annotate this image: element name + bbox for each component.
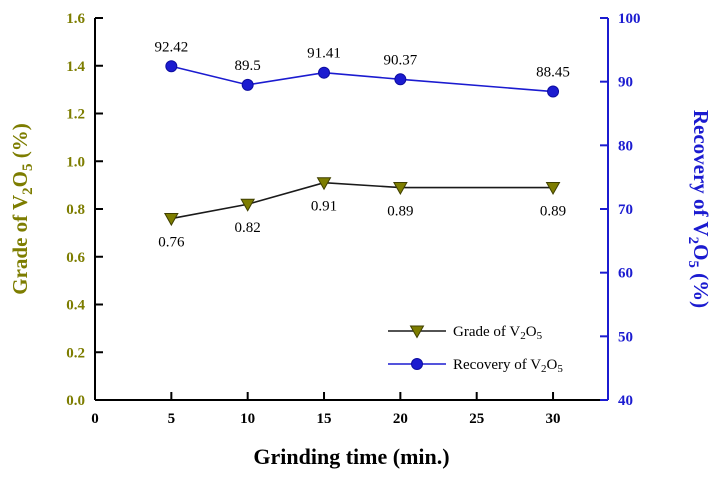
data-point-label: 89.5 xyxy=(235,58,261,74)
right-tick-label: 50 xyxy=(618,329,633,345)
left-axis-title: Grade of V2O5 (%) xyxy=(8,123,36,295)
grade-series-line xyxy=(171,181,554,220)
grade-point-marker xyxy=(545,182,561,196)
data-point-label: 91.41 xyxy=(307,46,341,62)
recovery-point-marker xyxy=(547,85,560,98)
legend-triangle-marker xyxy=(409,325,425,339)
left-tick-label: 0.2 xyxy=(66,345,85,361)
right-tick-label: 40 xyxy=(618,393,633,409)
left-tick-label: 1.2 xyxy=(66,107,85,123)
left-tick-label: 0.8 xyxy=(66,202,85,218)
recovery-series-line xyxy=(171,65,554,93)
right-tick-label: 90 xyxy=(618,75,633,91)
left-tick-label: 0.4 xyxy=(66,298,85,314)
right-tick-label: 100 xyxy=(618,11,641,27)
x-tick-label: 15 xyxy=(317,411,332,427)
left-tick-label: 0.6 xyxy=(66,250,85,266)
grade-point-marker xyxy=(163,213,179,227)
legend-circle-marker xyxy=(411,358,423,370)
data-point-label: 88.45 xyxy=(536,65,570,81)
data-point-label: 0.82 xyxy=(235,220,261,236)
left-tick-label: 0.0 xyxy=(66,393,85,409)
x-tick-label: 20 xyxy=(393,411,408,427)
right-axis-title: Recovery of V2O5 (%) xyxy=(685,110,713,308)
x-axis-title: Grinding time (min.) xyxy=(253,444,449,469)
right-tick-label: 60 xyxy=(618,266,633,282)
x-tick-label: 30 xyxy=(546,411,561,427)
legend-label: Recovery of V2O5 xyxy=(453,357,563,375)
recovery-point-marker xyxy=(165,60,178,73)
recovery-point-marker xyxy=(241,78,254,91)
left-tick-label: 1.6 xyxy=(66,11,85,27)
left-tick-label: 1.4 xyxy=(66,59,85,75)
legend-label: Grade of V2O5 xyxy=(453,324,543,342)
data-point-label: 0.76 xyxy=(158,235,185,251)
data-point-label: 0.91 xyxy=(311,199,337,215)
right-tick-label: 80 xyxy=(618,138,633,154)
x-tick-label: 0 xyxy=(91,411,99,427)
data-point-label: 0.89 xyxy=(540,204,566,220)
data-point-label: 0.89 xyxy=(387,204,413,220)
recovery-point-marker xyxy=(394,73,407,86)
grade-point-marker xyxy=(393,182,408,196)
grade-point-marker xyxy=(316,177,332,191)
right-tick-label: 70 xyxy=(618,202,633,218)
x-tick-label: 10 xyxy=(240,411,255,427)
data-point-label: 92.42 xyxy=(154,39,188,55)
x-tick-label: 25 xyxy=(469,411,484,427)
grade-point-marker xyxy=(240,198,256,212)
recovery-point-marker xyxy=(318,66,331,79)
data-point-label: 90.37 xyxy=(383,52,417,68)
x-tick-label: 5 xyxy=(168,411,176,427)
left-tick-label: 1.0 xyxy=(66,154,85,170)
